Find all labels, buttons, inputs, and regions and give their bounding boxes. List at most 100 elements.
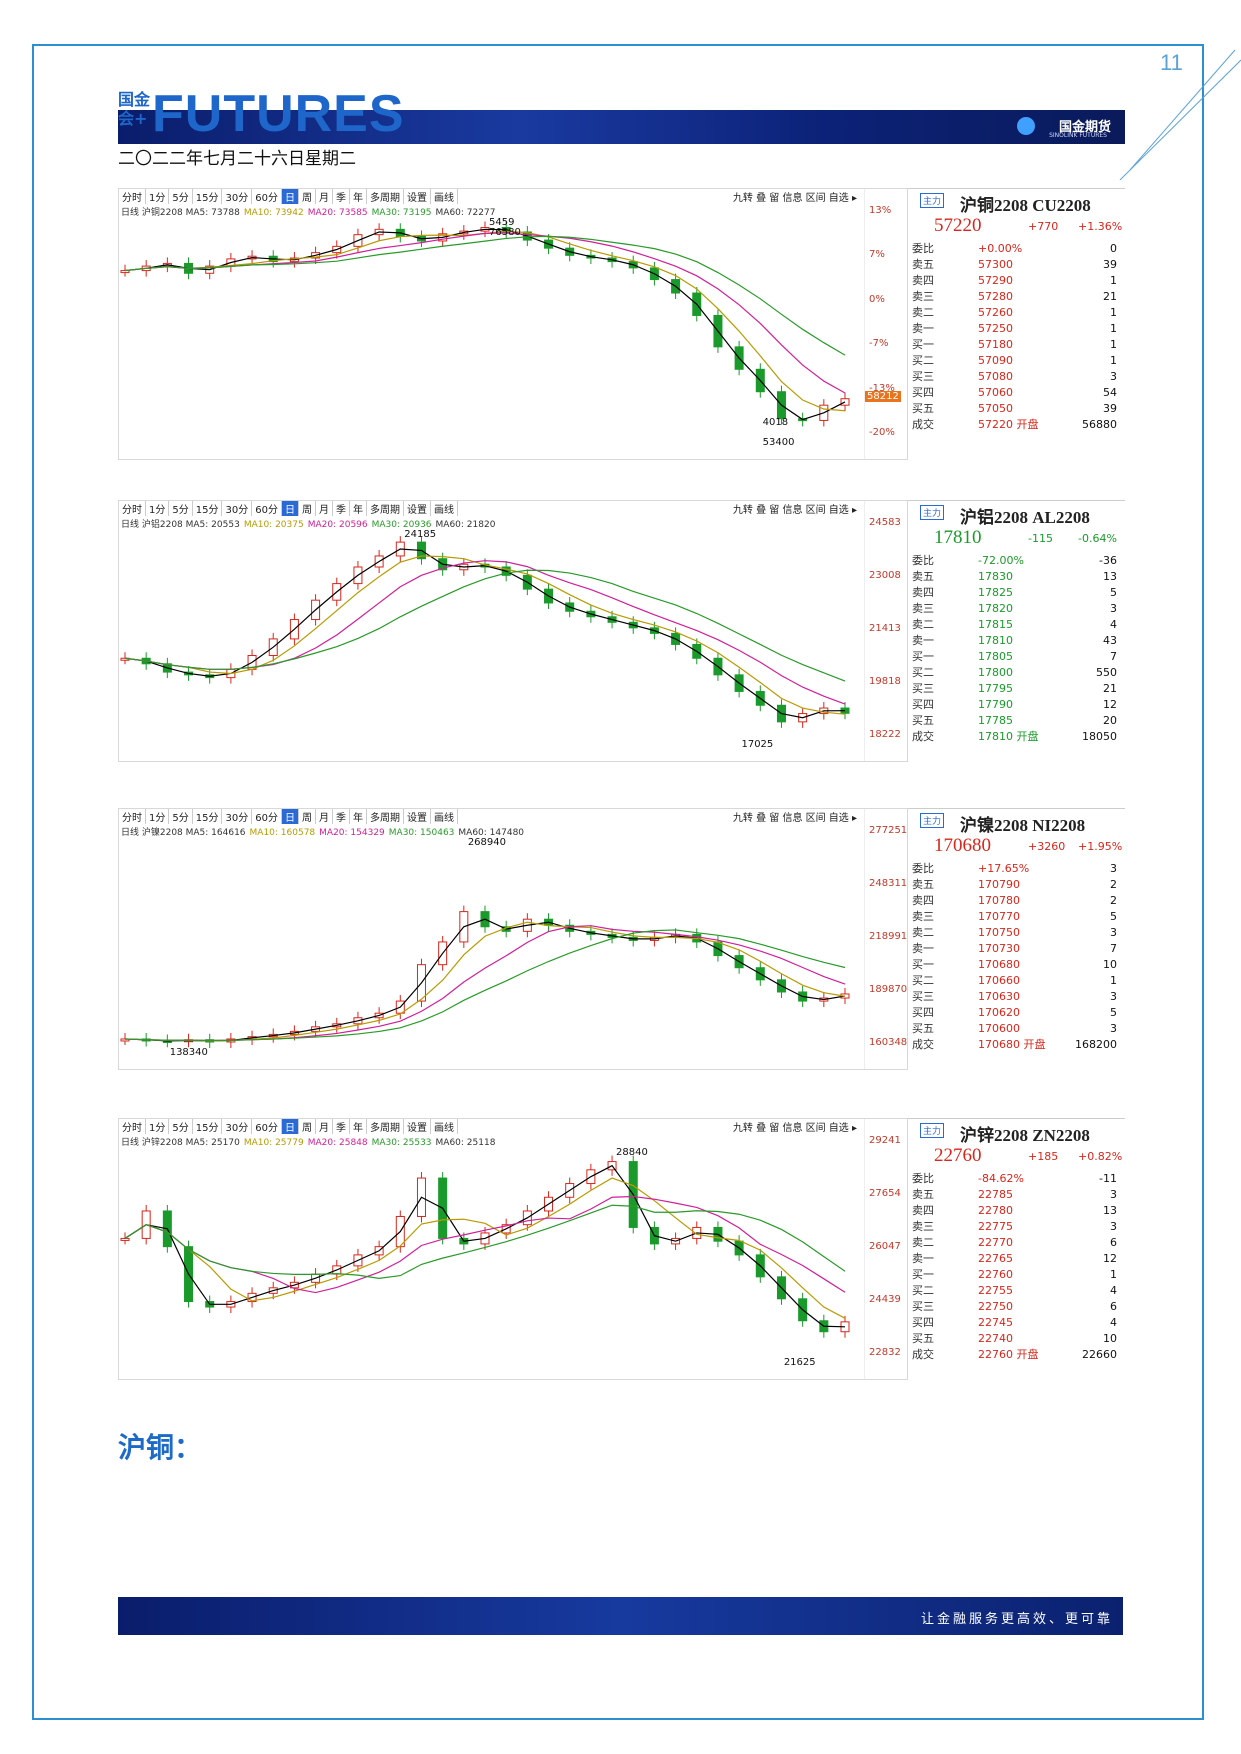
toolbar-item[interactable]: 画线: [431, 501, 458, 516]
toolbar-item[interactable]: 30分: [222, 501, 253, 516]
toolbar-item[interactable]: 多周期: [367, 501, 404, 516]
toolbar-item[interactable]: 季: [333, 189, 350, 204]
ma-m60: MA60: 21820: [435, 520, 496, 530]
order-book-lbl: 买一: [912, 338, 934, 351]
toolbar-item[interactable]: 5分: [169, 1119, 193, 1134]
toolbar-item[interactable]: 多周期: [367, 1119, 404, 1134]
order-book-row: 买三 22750 6: [912, 1299, 1117, 1315]
toolbar-item[interactable]: 60分: [252, 189, 282, 204]
order-book-lbl: 买一: [912, 958, 934, 971]
order-book-qty: 1: [1110, 354, 1117, 367]
toolbar-item[interactable]: 日: [281, 189, 299, 204]
order-book-pr: 17805: [978, 650, 1013, 663]
order-book-lbl: 卖三: [912, 290, 934, 303]
axis-tick-label: 218991: [869, 931, 908, 942]
order-book-qty: 4: [1110, 1284, 1117, 1297]
toolbar-item[interactable]: 设置: [404, 501, 431, 516]
toolbar-item[interactable]: 周: [299, 189, 316, 204]
order-book-row: 卖一 22765 12: [912, 1251, 1117, 1267]
ma-m60: MA60: 25118: [435, 1138, 496, 1148]
toolbar-item[interactable]: 设置: [404, 1119, 431, 1134]
toolbar-item[interactable]: 多周期: [367, 189, 404, 204]
toolbar-item[interactable]: 5分: [169, 501, 193, 516]
order-book-lbl: 买五: [912, 402, 934, 415]
toolbar-item[interactable]: 日: [281, 1119, 299, 1134]
toolbar-item[interactable]: 设置: [404, 809, 431, 824]
order-book-pr: 170600: [978, 1022, 1020, 1035]
toolbar-item[interactable]: 季: [333, 809, 350, 824]
price-change-pct: +0.82%: [1078, 1150, 1123, 1163]
order-book-row: 卖二 22770 6: [912, 1235, 1117, 1251]
toolbar-item[interactable]: 日: [281, 809, 299, 824]
order-book-pr: 22780: [978, 1204, 1013, 1217]
toolbar-item[interactable]: 月: [316, 501, 333, 516]
toolbar-item[interactable]: 年: [350, 1119, 367, 1134]
order-book-qty: 4: [1110, 1316, 1117, 1329]
price-change: +770: [1028, 220, 1059, 233]
toolbar-item[interactable]: 周: [299, 501, 316, 516]
toolbar-item[interactable]: 分时: [119, 501, 146, 516]
brand-name: 国金期货: [1058, 120, 1111, 135]
toolbar-item[interactable]: 30分: [222, 809, 253, 824]
toolbar-right-tools[interactable]: 九转 叠 留 信息 区间 自选 ▸: [732, 193, 857, 204]
toolbar-item[interactable]: 1分: [146, 1119, 170, 1134]
order-book-qty: 3: [1110, 862, 1117, 875]
quote-panel: 主力 沪铜2208 CU2208 57220 +770 +1.36% 委比 +0.00% 0 卖…: [908, 188, 1125, 461]
toolbar-item[interactable]: 画线: [431, 1119, 458, 1134]
order-book-row: 买五 57050 39: [912, 401, 1117, 417]
toolbar-item[interactable]: 画线: [431, 189, 458, 204]
toolbar-right-tools[interactable]: 九转 叠 留 信息 区间 自选 ▸: [732, 813, 857, 824]
toolbar-item[interactable]: 分时: [119, 1119, 146, 1134]
order-book-qty: 56880: [1082, 418, 1117, 431]
toolbar-item[interactable]: 60分: [252, 1119, 282, 1134]
order-book-lbl: 成交: [912, 1038, 934, 1051]
toolbar-item[interactable]: 日: [281, 501, 299, 516]
chart-annotation: 76580: [489, 227, 521, 238]
toolbar-item[interactable]: 周: [299, 809, 316, 824]
toolbar-item[interactable]: 1分: [146, 501, 170, 516]
toolbar-item[interactable]: 画线: [431, 809, 458, 824]
toolbar-right-tools[interactable]: 九转 叠 留 信息 区间 自选 ▸: [732, 1123, 857, 1134]
order-book-qty: 13: [1103, 570, 1117, 583]
toolbar-item[interactable]: 周: [299, 1119, 316, 1134]
toolbar-item[interactable]: 多周期: [367, 809, 404, 824]
toolbar-item[interactable]: 5分: [169, 809, 193, 824]
ma-m20: MA20: 73585: [307, 208, 368, 218]
order-book-lbl: 卖三: [912, 1220, 934, 1233]
toolbar-item[interactable]: 15分: [193, 189, 223, 204]
order-book-pr: 170680: [978, 958, 1020, 971]
toolbar-item[interactable]: 年: [350, 501, 367, 516]
toolbar-item[interactable]: 年: [350, 809, 367, 824]
toolbar-item[interactable]: 月: [316, 1119, 333, 1134]
last-price: 57220: [934, 215, 982, 236]
toolbar-item[interactable]: 1分: [146, 189, 170, 204]
toolbar-item[interactable]: 15分: [193, 809, 223, 824]
toolbar-item[interactable]: 季: [333, 501, 350, 516]
toolbar-item[interactable]: 30分: [222, 189, 253, 204]
toolbar-item[interactable]: 15分: [193, 501, 223, 516]
ma-line-series: [124, 555, 846, 715]
toolbar-item[interactable]: 5分: [169, 189, 193, 204]
order-book-qty: 10: [1103, 1332, 1117, 1345]
order-book-pr: 170750: [978, 926, 1020, 939]
order-book-row: 卖二 57260 1: [912, 305, 1117, 321]
toolbar-item[interactable]: 设置: [404, 189, 431, 204]
chart-toolbar: 分时 1分 5分 15分 30分 60分日周月季年多周期 设置 画线: [119, 501, 859, 516]
toolbar-item[interactable]: 月: [316, 189, 333, 204]
toolbar-item[interactable]: 季: [333, 1119, 350, 1134]
contract-tag: 主力: [920, 505, 945, 520]
toolbar-item[interactable]: 60分: [252, 501, 282, 516]
order-book-row: 成交 170680 开盘 168200: [912, 1037, 1117, 1053]
toolbar-right-tools[interactable]: 九转 叠 留 信息 区间 自选 ▸: [732, 505, 857, 516]
toolbar-item[interactable]: 分时: [119, 189, 146, 204]
toolbar-item[interactable]: 30分: [222, 1119, 253, 1134]
order-book-lbl: 卖一: [912, 942, 934, 955]
toolbar-item[interactable]: 分时: [119, 809, 146, 824]
toolbar-item[interactable]: 1分: [146, 809, 170, 824]
toolbar-item[interactable]: 60分: [252, 809, 282, 824]
toolbar-item[interactable]: 月: [316, 809, 333, 824]
toolbar-item[interactable]: 15分: [193, 1119, 223, 1134]
order-book-lbl: 买三: [912, 990, 934, 1003]
toolbar-item[interactable]: 年: [350, 189, 367, 204]
order-book-row: 卖二 170750 3: [912, 925, 1117, 941]
